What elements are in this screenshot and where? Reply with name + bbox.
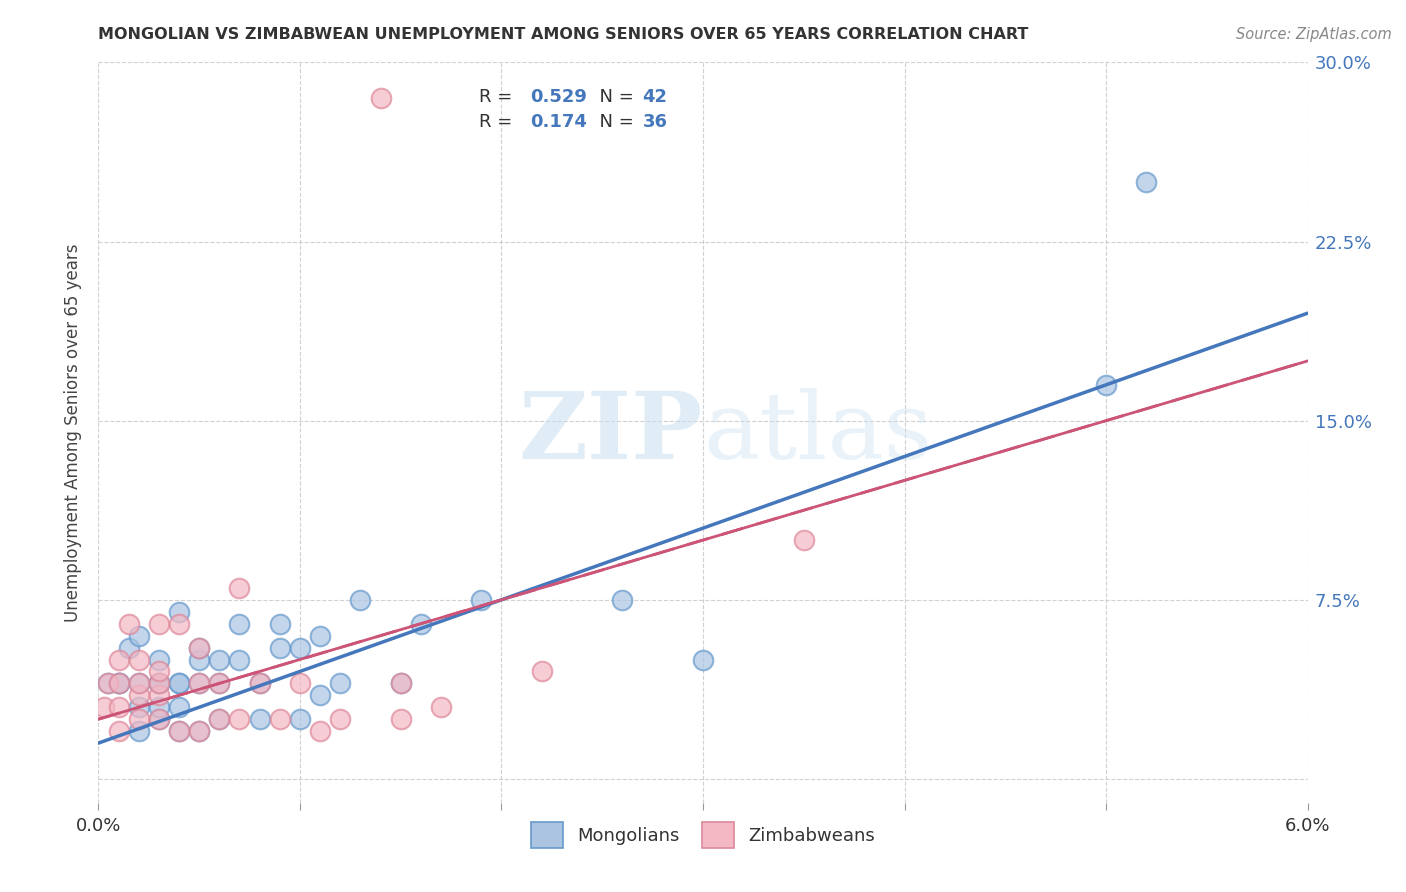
Text: 0.174: 0.174 bbox=[530, 112, 586, 131]
Point bbox=[208, 676, 231, 690]
Point bbox=[249, 712, 271, 726]
Point bbox=[167, 676, 190, 690]
Point bbox=[269, 712, 291, 726]
Point bbox=[148, 665, 170, 679]
Point bbox=[530, 665, 553, 679]
Point bbox=[128, 689, 150, 703]
Point bbox=[309, 689, 332, 703]
Point bbox=[288, 712, 311, 726]
Point bbox=[389, 676, 412, 690]
Point bbox=[309, 629, 332, 643]
Point bbox=[269, 640, 291, 655]
Point bbox=[208, 676, 231, 690]
Point bbox=[167, 616, 190, 631]
Point bbox=[148, 676, 170, 690]
Point bbox=[128, 629, 150, 643]
Point bbox=[188, 640, 211, 655]
Legend: Mongolians, Zimbabweans: Mongolians, Zimbabweans bbox=[522, 814, 884, 856]
Text: MONGOLIAN VS ZIMBABWEAN UNEMPLOYMENT AMONG SENIORS OVER 65 YEARS CORRELATION CHA: MONGOLIAN VS ZIMBABWEAN UNEMPLOYMENT AMO… bbox=[98, 27, 1029, 42]
Text: N =: N = bbox=[588, 112, 640, 131]
Point bbox=[107, 724, 129, 739]
Point bbox=[148, 712, 170, 726]
Text: R =: R = bbox=[479, 88, 519, 106]
Point bbox=[128, 724, 150, 739]
Point bbox=[188, 652, 211, 666]
Text: atlas: atlas bbox=[703, 388, 932, 477]
Point bbox=[1095, 377, 1118, 392]
Point bbox=[148, 652, 170, 666]
Point bbox=[188, 676, 211, 690]
Point bbox=[188, 640, 211, 655]
Point bbox=[107, 676, 129, 690]
Point bbox=[167, 605, 190, 619]
Point bbox=[167, 724, 190, 739]
Point bbox=[329, 712, 352, 726]
Point bbox=[208, 652, 231, 666]
Point bbox=[208, 712, 231, 726]
Point bbox=[208, 712, 231, 726]
Point bbox=[249, 676, 271, 690]
Point bbox=[167, 676, 190, 690]
Point bbox=[167, 724, 190, 739]
Point bbox=[148, 676, 170, 690]
Point bbox=[107, 700, 129, 714]
Point bbox=[97, 676, 120, 690]
Point bbox=[370, 91, 392, 105]
Point bbox=[228, 581, 250, 595]
Y-axis label: Unemployment Among Seniors over 65 years: Unemployment Among Seniors over 65 years bbox=[65, 244, 83, 622]
Point bbox=[188, 724, 211, 739]
Point bbox=[430, 700, 453, 714]
Point bbox=[128, 700, 150, 714]
Point bbox=[128, 712, 150, 726]
Point bbox=[228, 712, 250, 726]
Point bbox=[148, 616, 170, 631]
Text: 36: 36 bbox=[643, 112, 668, 131]
Point bbox=[228, 616, 250, 631]
Point bbox=[118, 616, 141, 631]
Point bbox=[389, 712, 412, 726]
Point bbox=[128, 676, 150, 690]
Point bbox=[97, 676, 120, 690]
Point bbox=[793, 533, 815, 547]
Point bbox=[107, 652, 129, 666]
Text: ZIP: ZIP bbox=[519, 388, 703, 477]
Point bbox=[228, 652, 250, 666]
Text: N =: N = bbox=[588, 88, 640, 106]
Point bbox=[309, 724, 332, 739]
Point bbox=[249, 676, 271, 690]
Point bbox=[389, 676, 412, 690]
Point bbox=[93, 700, 115, 714]
Point bbox=[188, 724, 211, 739]
Point bbox=[148, 700, 170, 714]
Point bbox=[349, 592, 371, 607]
Text: Source: ZipAtlas.com: Source: ZipAtlas.com bbox=[1236, 27, 1392, 42]
Point bbox=[107, 676, 129, 690]
Point bbox=[188, 676, 211, 690]
Point bbox=[692, 652, 714, 666]
Point bbox=[128, 676, 150, 690]
Point bbox=[148, 689, 170, 703]
Point bbox=[329, 676, 352, 690]
Point bbox=[148, 676, 170, 690]
Point bbox=[288, 676, 311, 690]
Point bbox=[612, 592, 634, 607]
Text: R =: R = bbox=[479, 112, 519, 131]
Point bbox=[470, 592, 492, 607]
Point bbox=[167, 700, 190, 714]
Point bbox=[107, 676, 129, 690]
Text: 0.529: 0.529 bbox=[530, 88, 586, 106]
Point bbox=[1135, 175, 1157, 189]
Point bbox=[269, 616, 291, 631]
Point bbox=[118, 640, 141, 655]
Point bbox=[128, 652, 150, 666]
Point bbox=[288, 640, 311, 655]
Point bbox=[148, 712, 170, 726]
Text: 42: 42 bbox=[643, 88, 668, 106]
Point bbox=[409, 616, 432, 631]
